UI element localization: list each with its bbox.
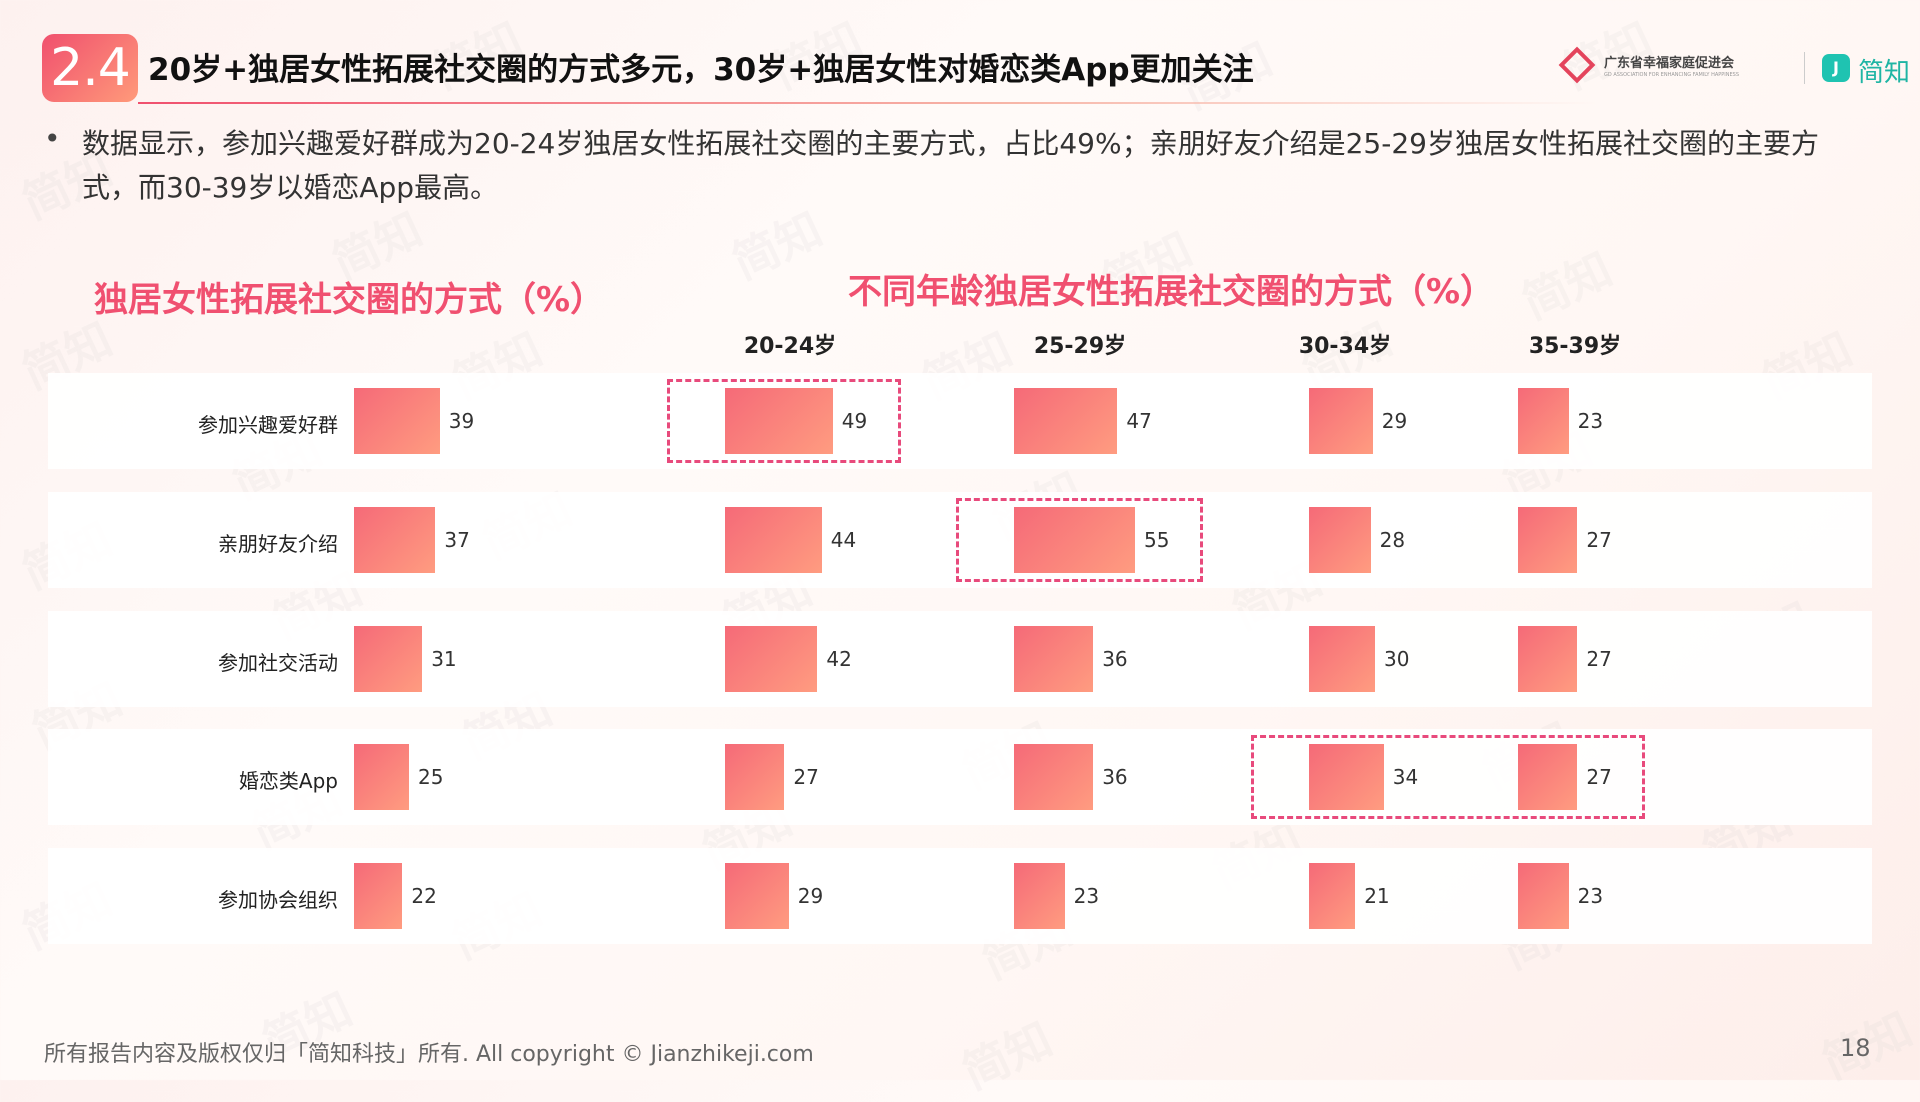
age-value-label: 23 [1073,884,1100,908]
age-value-label: 34 [1392,765,1419,789]
highlight-box [667,379,901,463]
age-bar [1518,507,1578,573]
category-label: 参加兴趣爱好群 [198,413,338,437]
age-value-label: 27 [1586,528,1612,552]
slide-title: 20岁+独居女性拓展社交圈的方式多元，30岁+独居女性对婚恋类App更加关注 [148,52,1254,88]
age-bar [1309,388,1373,454]
page-number: 18 [1840,1034,1871,1062]
age-value-label: 42 [826,647,852,671]
bullet-marker: • [44,122,61,155]
right-chart-title: 不同年龄独居女性拓展社交圈的方式（%） [848,272,1495,312]
age-bar [1309,626,1375,692]
age-bar [1518,744,1578,810]
org-logo: 广东省幸福家庭促进会 GD ASSOCIATION FOR ENHANCING … [1558,46,1780,88]
slide-header: 2.4 20岁+独居女性拓展社交圈的方式多元，30岁+独居女性对婚恋类App更加… [42,32,1910,104]
age-bar [725,388,833,454]
overall-value-label: 25 [418,765,444,789]
brand-logo: J 简知 [1822,48,1918,88]
age-bar [1309,744,1384,810]
age-bar [725,626,818,692]
age-bar [1014,863,1065,929]
copyright-footer: 所有报告内容及版权仅归「简知科技」所有. All copyright © Jia… [44,1042,814,1067]
age-value-label: 29 [1381,409,1408,433]
watermark-text: 简知 [954,1011,1061,1100]
age-value-label: 23 [1577,409,1604,433]
category-label: 参加协会组织 [218,888,338,912]
age-value-label: 27 [1586,765,1612,789]
brand-name: 简知 [1858,58,1911,88]
age-value-label: 27 [1586,647,1612,671]
age-value-label: 55 [1144,528,1170,552]
age-bar [1309,863,1356,929]
age-value-label: 28 [1379,528,1406,552]
description-text: 数据显示，参加兴趣爱好群成为20-24岁独居女性拓展社交圈的主要方式，占比49%… [82,127,1819,204]
section-number-badge: 2.4 [42,34,138,102]
age-bar [1309,507,1371,573]
column-header: 30-34岁 [1298,334,1392,359]
watermark-text: 简知 [1514,241,1621,330]
highlight-box [956,498,1203,582]
overall-value-label: 37 [444,528,470,552]
overall-value-label: 31 [431,647,457,671]
org-subtitle: GD ASSOCIATION FOR ENHANCING FAMILY HAPP… [1604,72,1739,78]
age-bar [725,507,822,573]
overall-value-label: 39 [448,409,475,433]
category-label: 参加社交活动 [218,651,338,675]
age-value-label: 49 [841,409,868,433]
age-value-label: 27 [793,765,819,789]
age-bar [1014,626,1094,692]
org-name: 广东省幸福家庭促进会 [1604,56,1735,71]
age-value-label: 29 [797,884,824,908]
age-value-label: 21 [1364,884,1390,908]
category-label: 亲朋好友介绍 [218,532,338,556]
overall-value-label: 22 [411,884,437,908]
overall-bar [354,626,423,692]
age-bar [1518,388,1569,454]
age-bar [725,744,785,810]
column-header: 20-24岁 [743,334,837,359]
age-value-label: 36 [1102,765,1128,789]
age-bar [1014,744,1094,810]
overall-bar [354,744,409,810]
left-chart-title: 独居女性拓展社交圈的方式（%） [94,280,605,320]
diamond-logo-icon [1558,46,1596,84]
age-bar [1014,388,1118,454]
age-value-label: 30 [1384,647,1410,671]
title-underline [138,102,1598,104]
brand-icon: J [1822,54,1850,82]
age-value-label: 47 [1126,409,1152,433]
age-bar [1014,507,1135,573]
overall-bar [354,507,436,573]
overall-bar [354,863,403,929]
age-bar [1518,863,1569,929]
column-header: 35-39岁 [1528,334,1622,359]
column-header: 25-29岁 [1033,334,1127,359]
age-value-label: 23 [1577,884,1604,908]
age-value-label: 36 [1102,647,1128,671]
logo-divider [1804,52,1805,84]
age-bar [1518,626,1578,692]
age-bar [725,863,789,929]
category-label: 婚恋类App [238,769,338,793]
age-value-label: 44 [830,528,857,552]
overall-bar [354,388,440,454]
highlight-box [1251,735,1646,819]
